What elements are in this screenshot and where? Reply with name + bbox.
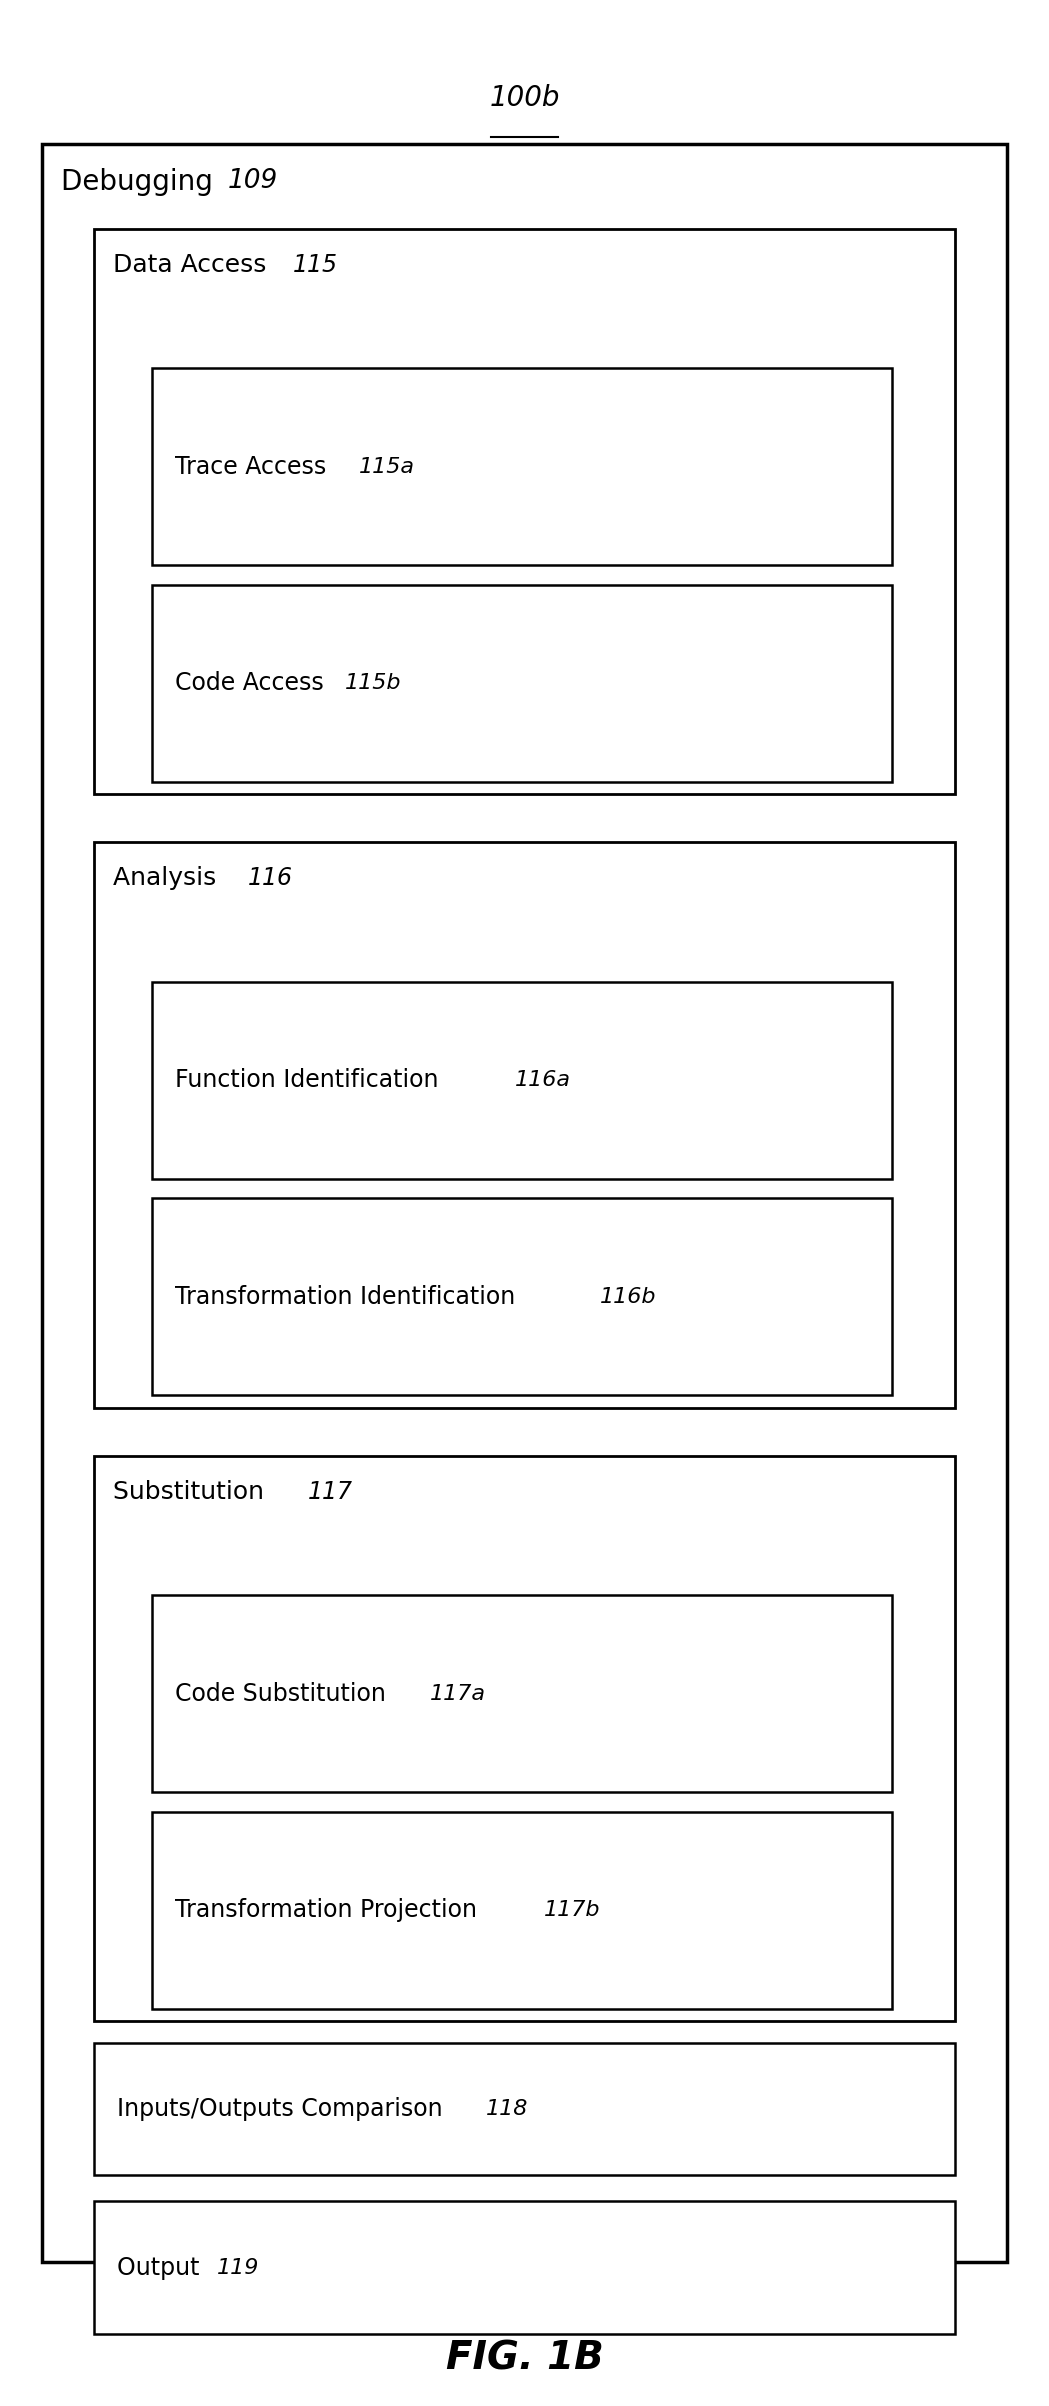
Text: 115a: 115a <box>360 457 415 476</box>
Text: Debugging: Debugging <box>61 168 221 197</box>
FancyBboxPatch shape <box>94 229 955 794</box>
Text: Transformation Identification: Transformation Identification <box>175 1285 523 1309</box>
Text: 115b: 115b <box>345 674 402 693</box>
Text: Code Access: Code Access <box>175 671 331 695</box>
FancyBboxPatch shape <box>152 1812 892 2009</box>
FancyBboxPatch shape <box>152 1198 892 1395</box>
FancyBboxPatch shape <box>152 368 892 565</box>
FancyBboxPatch shape <box>94 2043 955 2175</box>
Text: 116a: 116a <box>515 1071 572 1090</box>
Text: 119: 119 <box>217 2257 259 2278</box>
FancyBboxPatch shape <box>152 982 892 1179</box>
Text: Data Access: Data Access <box>113 253 275 277</box>
FancyBboxPatch shape <box>94 2201 955 2334</box>
Text: Trace Access: Trace Access <box>175 455 334 479</box>
Text: Substitution: Substitution <box>113 1480 273 1504</box>
Text: 116b: 116b <box>600 1287 657 1306</box>
Text: Code Substitution: Code Substitution <box>175 1682 393 1706</box>
Text: 109: 109 <box>228 168 278 195</box>
Text: 100b: 100b <box>489 84 560 113</box>
Text: 115: 115 <box>294 253 338 277</box>
FancyBboxPatch shape <box>94 1456 955 2021</box>
Text: 118: 118 <box>486 2098 529 2120</box>
FancyBboxPatch shape <box>152 1595 892 1792</box>
FancyBboxPatch shape <box>152 585 892 782</box>
FancyBboxPatch shape <box>94 842 955 1408</box>
Text: 117b: 117b <box>543 1901 600 1920</box>
Text: Function Identification: Function Identification <box>175 1068 446 1092</box>
Text: Transformation Projection: Transformation Projection <box>175 1898 485 1922</box>
Text: Analysis: Analysis <box>113 866 224 890</box>
Text: 117a: 117a <box>430 1684 486 1703</box>
Text: 117: 117 <box>308 1480 354 1504</box>
Text: Inputs/Outputs Comparison: Inputs/Outputs Comparison <box>117 2098 451 2120</box>
Text: FIG. 1B: FIG. 1B <box>446 2339 603 2377</box>
Text: 116: 116 <box>249 866 294 890</box>
Text: Output: Output <box>117 2257 208 2278</box>
FancyBboxPatch shape <box>42 144 1007 2262</box>
